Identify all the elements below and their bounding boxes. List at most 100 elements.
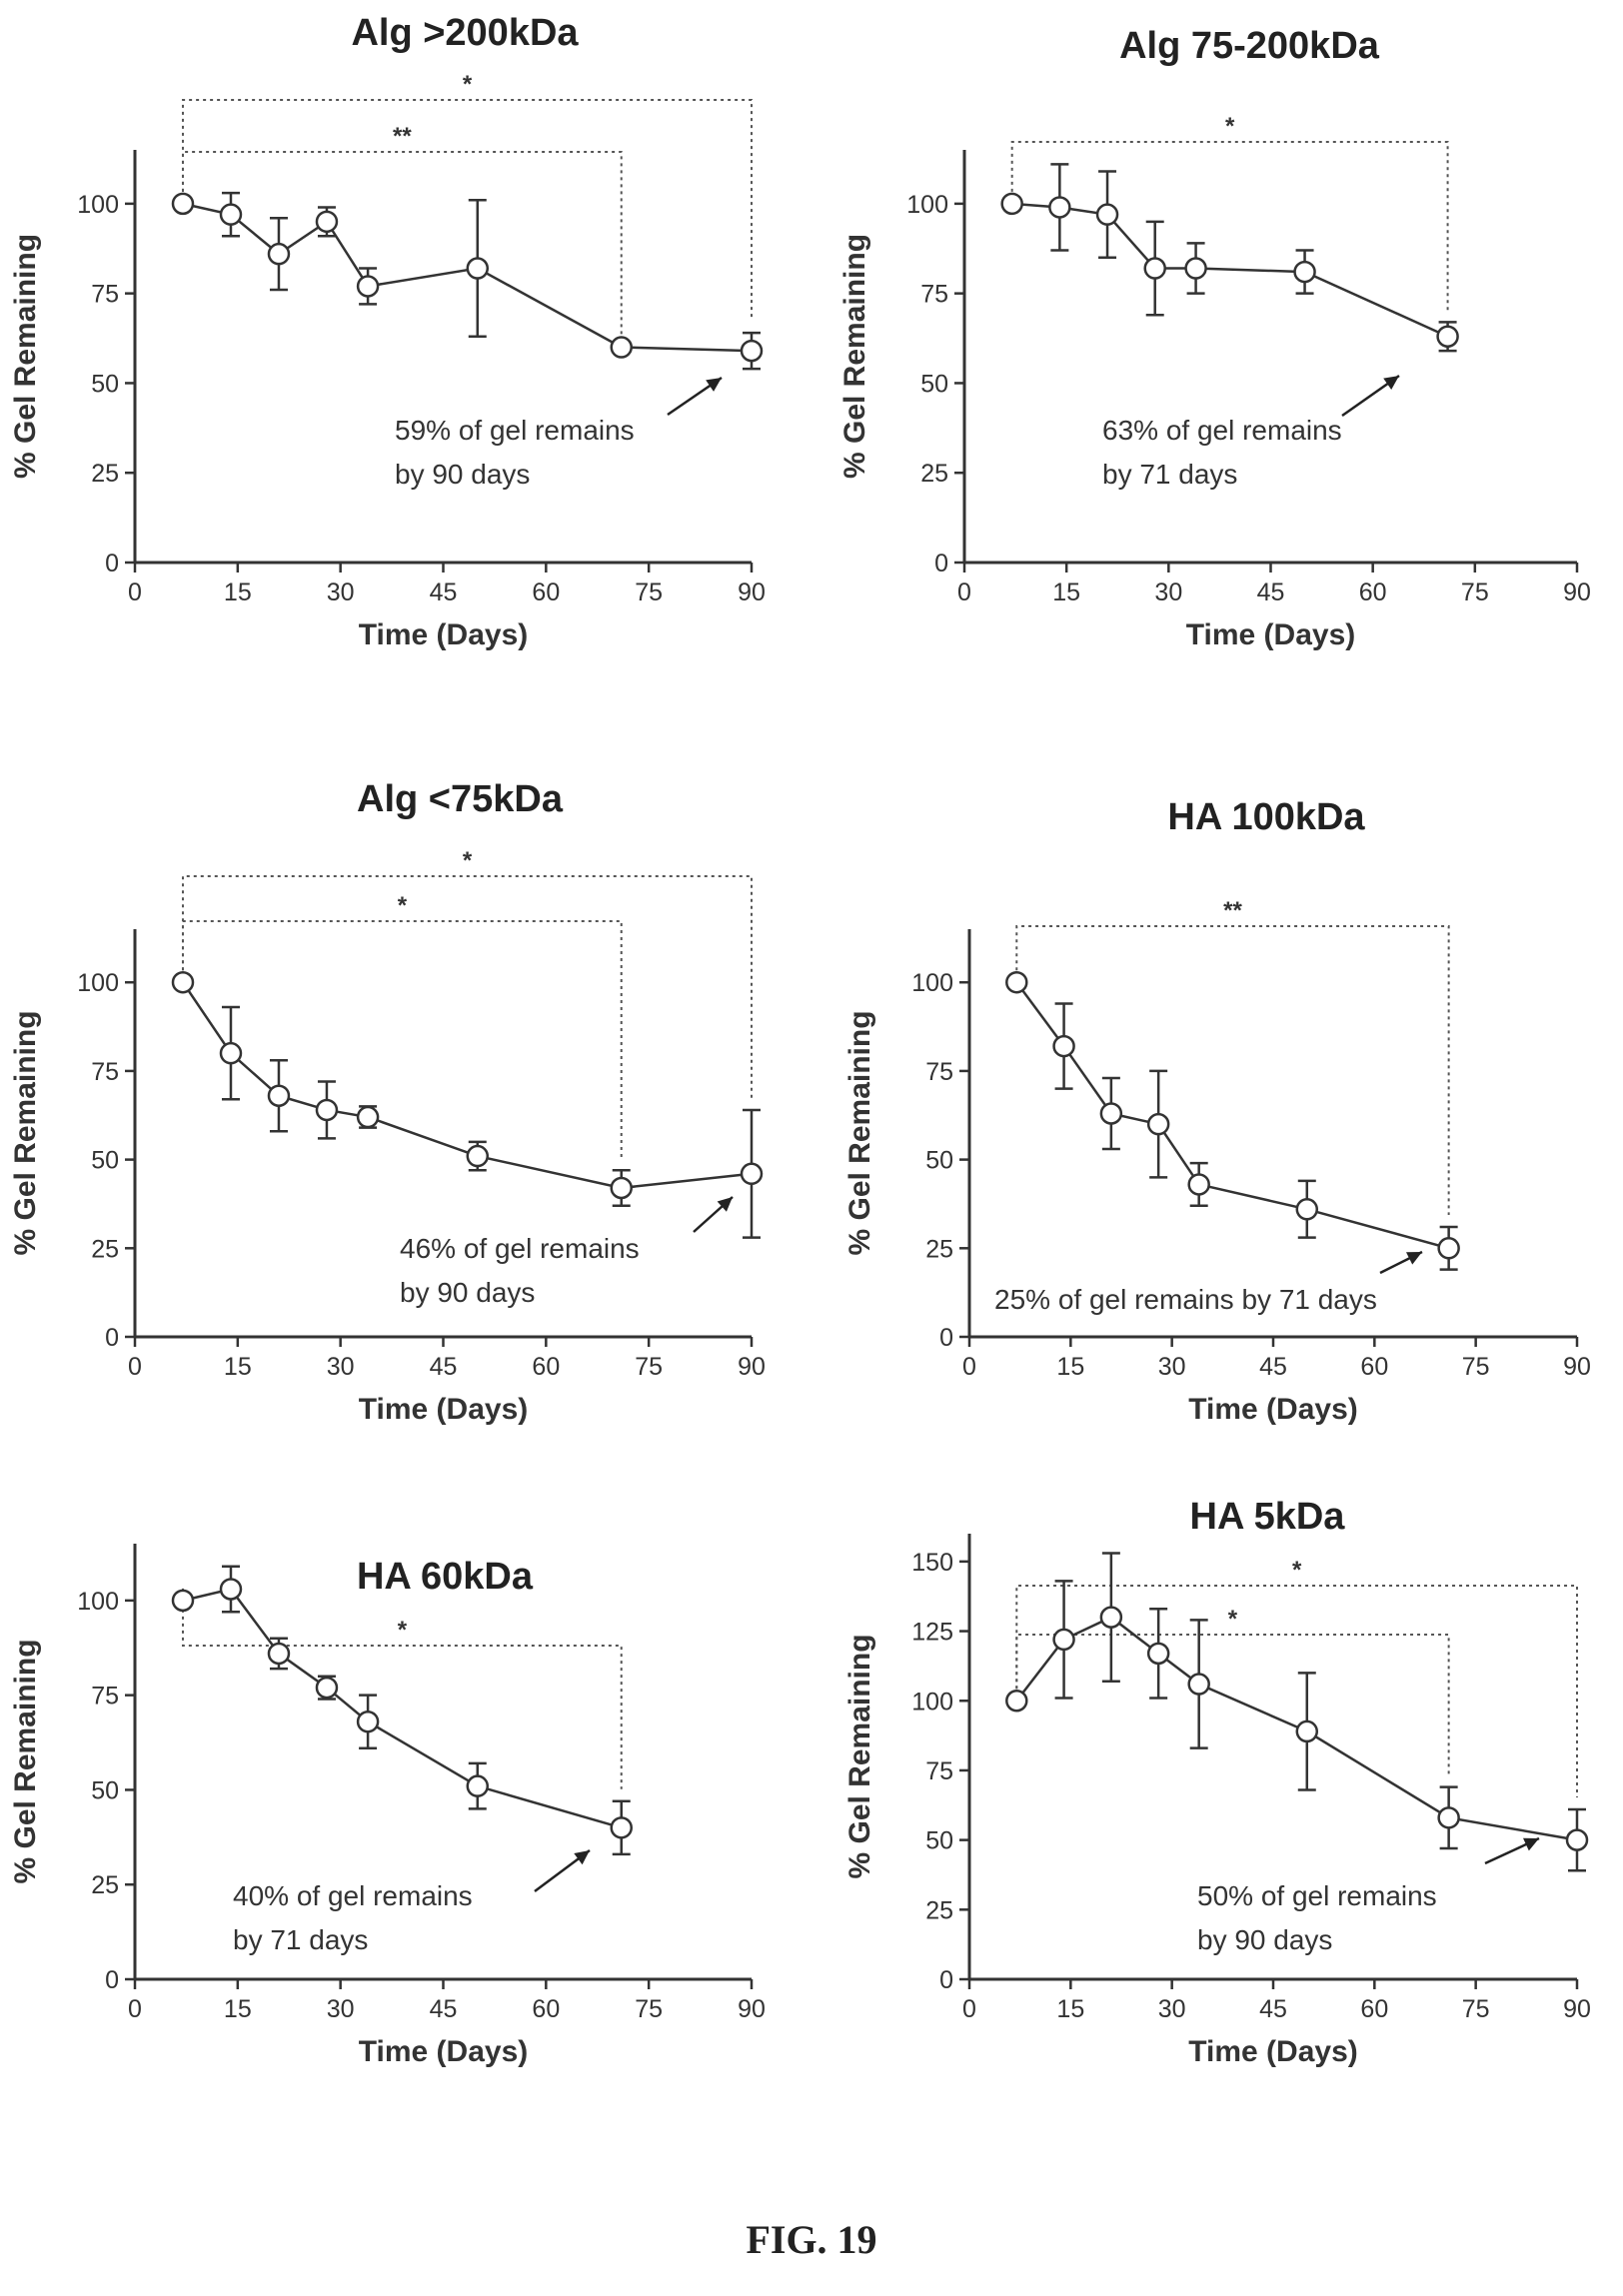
significance-marker: * — [463, 847, 473, 874]
x-axis-label: Time (Days) — [359, 618, 529, 651]
data-point — [1184, 257, 1207, 280]
data-point — [740, 339, 764, 363]
significance-marker: * — [463, 71, 473, 98]
y-tick-label: 0 — [105, 550, 119, 577]
chart-panel-1: Alg >200kDa 0 15 30 45 60 75 90 0 25 50 75 100 Time (… — [9, 12, 766, 651]
y-tick-label: 100 — [911, 1688, 953, 1716]
data-point — [1436, 325, 1459, 348]
y-tick-label: 100 — [906, 191, 948, 219]
y-tick-label: 0 — [105, 1966, 119, 1994]
x-tick-label: 0 — [128, 578, 142, 606]
data-point — [219, 203, 243, 226]
x-tick-label: 45 — [1259, 1353, 1287, 1381]
chart-panel-3: Alg <75kDa 0 15 30 45 60 75 90 0 25 50 75 100 Time (D… — [9, 778, 766, 1426]
significance-bracket — [181, 99, 753, 322]
significance-marker: * — [398, 892, 408, 919]
y-axis-label: % Gel Remaining — [838, 234, 871, 479]
x-tick-label: 75 — [635, 1353, 663, 1381]
significance-bracket — [181, 920, 623, 1159]
x-tick-label: 0 — [962, 1353, 976, 1381]
data-point — [1099, 1606, 1123, 1629]
y-tick-label: 50 — [920, 370, 948, 398]
y-tick-label: 0 — [939, 1324, 953, 1352]
y-tick-label: 25 — [920, 460, 948, 488]
x-tick-label: 75 — [635, 1995, 663, 2023]
x-tick-label: 75 — [1462, 1353, 1490, 1381]
data-point — [219, 1041, 243, 1065]
data-point — [267, 1084, 291, 1107]
y-tick-label: 75 — [920, 281, 948, 309]
x-tick-label: 30 — [327, 1995, 355, 2023]
annotation-text: by 90 days — [1197, 1924, 1332, 1955]
y-tick-label: 100 — [77, 191, 119, 219]
significance-bracket — [181, 1588, 623, 1789]
data-point — [1005, 970, 1028, 994]
y-tick-label: 25 — [91, 460, 119, 488]
data-point — [1437, 1237, 1460, 1260]
annotation-arrow-head — [574, 1850, 590, 1865]
significance-bracket — [181, 875, 753, 1098]
data-point — [267, 242, 291, 266]
annotation-text: 25% of gel remains by 71 days — [994, 1284, 1377, 1315]
data-point — [466, 257, 490, 280]
x-tick-label: 60 — [532, 1995, 560, 2023]
x-tick-label: 15 — [224, 1353, 252, 1381]
series-line — [182, 202, 753, 353]
annotation-arrow-head — [1406, 1252, 1422, 1265]
annotation-text: by 71 days — [233, 1924, 368, 1955]
data-point — [1048, 196, 1071, 219]
data-point — [356, 1710, 380, 1733]
chart-panel-2: Alg 75-200kDa 0 15 30 45 60 75 90 0 25 50 75 100 Time… — [838, 25, 1591, 651]
chart-title: Alg 75-200kDa — [1119, 25, 1380, 67]
annotation-text: 40% of gel remains — [233, 1880, 473, 1911]
x-axis-label: Time (Days) — [359, 2035, 529, 2068]
chart-title: HA 60kDa — [357, 1556, 534, 1598]
data-point — [315, 1098, 339, 1122]
x-tick-label: 90 — [1563, 1353, 1591, 1381]
data-point — [1143, 257, 1166, 280]
x-tick-label: 60 — [1360, 1353, 1388, 1381]
x-tick-label: 75 — [635, 578, 663, 606]
y-tick-label: 25 — [925, 1896, 953, 1924]
x-tick-label: 30 — [1158, 1995, 1186, 2023]
data-point — [610, 336, 633, 359]
x-axis-label: Time (Days) — [1186, 618, 1356, 651]
data-point — [1187, 1673, 1210, 1696]
annotation-text: 63% of gel remains — [1102, 415, 1342, 446]
x-tick-label: 60 — [532, 578, 560, 606]
annotation-text: 50% of gel remains — [1197, 1880, 1437, 1911]
data-point — [1099, 1102, 1123, 1125]
x-tick-label: 15 — [1052, 578, 1080, 606]
chart-title: HA 5kDa — [1190, 1496, 1346, 1538]
x-axis-label: Time (Days) — [1188, 2035, 1358, 2068]
data-point — [466, 1144, 490, 1168]
data-point — [1005, 1690, 1028, 1713]
y-tick-label: 50 — [925, 1827, 953, 1855]
figure-caption: FIG. 19 — [746, 2217, 877, 2262]
annotation-text: by 90 days — [395, 459, 530, 490]
y-tick-label: 75 — [91, 1058, 119, 1086]
x-tick-label: 45 — [430, 578, 458, 606]
chart-title: Alg <75kDa — [357, 778, 564, 820]
x-tick-label: 15 — [224, 1995, 252, 2023]
y-tick-label: 100 — [77, 969, 119, 997]
significance-bracket — [1010, 141, 1449, 311]
x-tick-label: 15 — [224, 578, 252, 606]
x-tick-label: 45 — [1257, 578, 1285, 606]
x-tick-label: 15 — [1056, 1353, 1084, 1381]
x-tick-label: 15 — [1056, 1995, 1084, 2023]
y-tick-label: 25 — [91, 1235, 119, 1263]
x-tick-label: 75 — [1461, 578, 1489, 606]
significance-bracket — [1015, 925, 1450, 1216]
y-tick-label: 50 — [91, 1776, 119, 1804]
significance-marker: * — [1225, 113, 1235, 140]
data-point — [1052, 1628, 1075, 1652]
data-point — [1295, 1198, 1319, 1221]
annotation-text: 59% of gel remains — [395, 415, 635, 446]
chart-panel-6: HA 5kDa 0 15 30 45 60 75 90 0 25 50 75 100 125 150 Time… — [843, 1496, 1591, 2068]
y-tick-label: 75 — [925, 1058, 953, 1086]
y-tick-label: 0 — [939, 1966, 953, 1994]
data-point — [171, 192, 195, 216]
y-axis-label: % Gel Remaining — [9, 1010, 42, 1255]
